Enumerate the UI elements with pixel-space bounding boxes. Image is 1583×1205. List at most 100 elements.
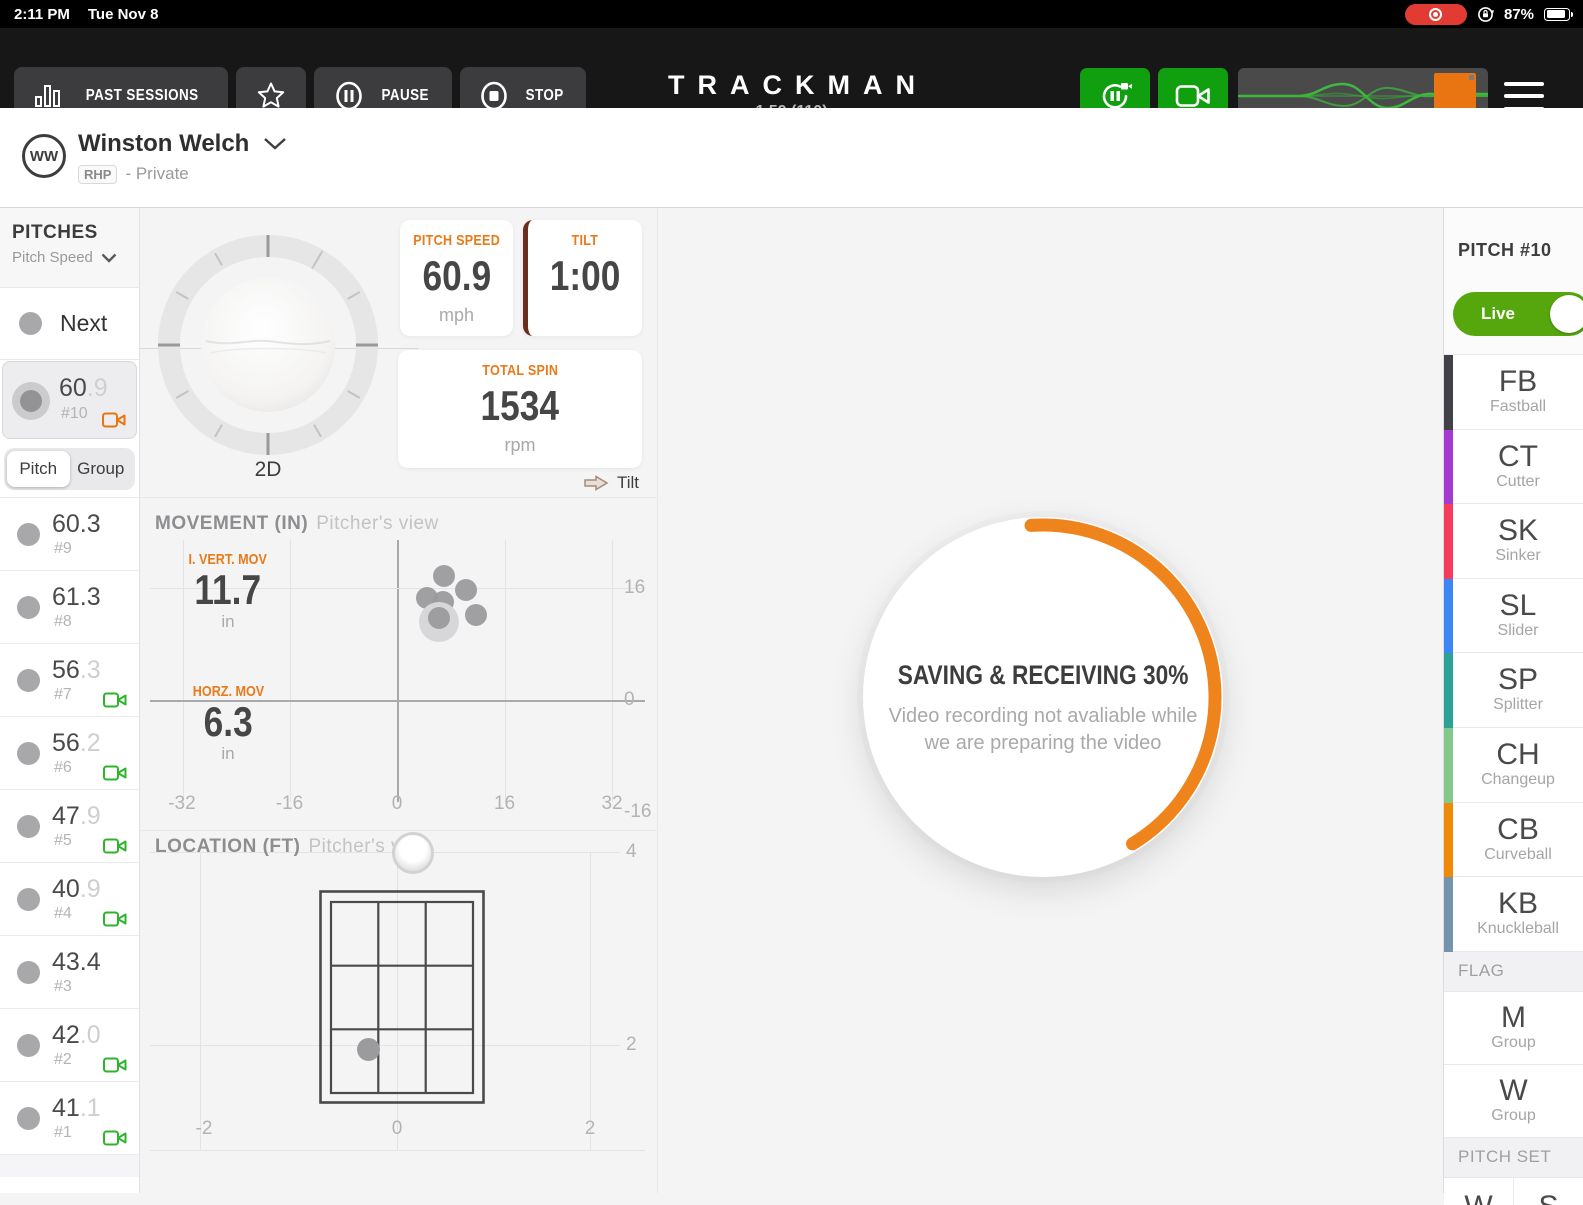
pitch-type-name: Slider [1497,621,1539,639]
selected-movement-point[interactable] [428,607,451,630]
player-info[interactable]: WW Winston Welch RHP - Private [22,124,287,184]
pitch-dot [17,669,40,692]
pitch-row[interactable]: 56.2 #6 [0,717,139,790]
pitch-type-abbr: SK [1497,514,1539,548]
total-spin-label: TOTAL SPIN [481,362,559,379]
stop-label: STOP [525,87,565,104]
pitch-speed-card: PITCH SPEED 60.9 mph [400,220,513,336]
pitch-type-list: FB Fastball CT Cutter SK Sinker SL Slide… [1444,355,1583,952]
pitch-number: #5 [54,832,72,849]
live-toggle[interactable]: Live [1453,292,1583,336]
pitch-row[interactable]: 43.4 #3 [0,936,139,1009]
pitch-type-row-sk[interactable]: SK Sinker [1444,504,1583,579]
pitch-dot [19,312,42,335]
pitch-row[interactable]: 41.1 #1 [0,1082,139,1155]
current-pitch-title: PITCH #10 [1458,240,1552,260]
brand-logo: TRACKMAN [668,70,928,100]
flag-abbr: W [1499,1073,1528,1107]
chevron-down-icon[interactable] [263,137,287,151]
selected-pitch-row[interactable]: 60.9 #10 [2,361,137,439]
pitch-speed-value: 56.3 [52,656,101,684]
pitch-row[interactable]: 61.3 #8 [0,571,139,644]
pitch-row[interactable]: 56.3 #7 [0,644,139,717]
tilt-legend[interactable]: Tilt [583,473,639,493]
pause-label: PAUSE [381,87,429,104]
star-icon [257,82,285,108]
video-camera-icon [103,765,127,781]
pitch-type-abbr: CB [1497,812,1539,846]
pitch-speed-value: 42.0 [52,1021,101,1049]
movement-point[interactable] [464,604,487,627]
toggle-knob [1550,295,1583,333]
pitch-sort-dropdown[interactable]: Pitch Speed [12,249,139,266]
pitch-number: #9 [54,540,72,557]
incoming-ball-marker [392,831,435,874]
pitch-type-abbr: CT [1498,439,1538,473]
tilt-legend-label: Tilt [617,473,640,492]
pitch-type-color-bar [1444,355,1453,430]
flag-name: Group [1491,1106,1536,1124]
pitch-number: #3 [54,978,72,995]
section-divider [140,497,657,498]
pitch-type-abbr: SP [1497,663,1539,697]
live-toggle-label: Live [1481,304,1516,323]
pitch-speed-value: 41.1 [52,1094,101,1122]
pitch-row[interactable]: 42.0 #2 [0,1009,139,1082]
spin-gauge-2d[interactable] [158,235,378,455]
flag-name: Group [1491,1033,1536,1051]
pitch-number: #8 [54,613,72,630]
trackman-device-thumbnail [1434,73,1476,113]
saving-progress-arc [864,518,1222,876]
pitch-type-name: Changeup [1481,770,1555,788]
section-divider [140,830,657,831]
pitch-dot [17,742,40,765]
pitch-type-row-sp[interactable]: SP Splitter [1444,653,1583,728]
pitch-type-row-ct[interactable]: CT Cutter [1444,429,1583,505]
record-icon [1429,7,1443,21]
pitch-speed-value: 56.2 [52,729,101,757]
video-saving-panel: SAVING & RECEIVING 30% Video recording n… [856,510,1230,884]
pitch-type-name: Cutter [1496,472,1540,490]
pitch-dot [17,815,40,838]
pitch-type-row-cb[interactable]: CB Curveball [1444,802,1583,878]
pitch-type-color-bar [1444,653,1453,728]
pitch-type-sidebar: PITCH #10 Live FB Fastball CT Cutter SK … [1443,208,1583,1205]
privacy-label: - Private [125,164,189,183]
tilt-label: TILT [571,232,599,249]
past-sessions-label: PAST SESSIONS [85,87,199,104]
pitch-list-sidebar: PITCHES Pitch Speed Next 60.9 #10 Pitch … [0,208,140,1193]
vertical-movement-stat: I. VERT. MOV 11.7 in [158,551,298,632]
flag-row-m[interactable]: M Group [1444,991,1583,1065]
video-camera-icon [103,1130,127,1146]
pitch-type-row-fb[interactable]: FB Fastball [1444,355,1583,430]
screen-recording-indicator[interactable] [1404,3,1467,25]
movement-chart-title: MOVEMENT (IN) Pitcher's view [155,513,439,534]
total-spin-value: 1534 [480,382,560,429]
pitch-set-cell[interactable]: W [1444,1177,1513,1205]
flag-row-w[interactable]: W Group [1444,1064,1583,1138]
video-camera-icon [103,1057,127,1073]
segment-group[interactable]: Group [77,459,125,478]
pitch-row[interactable]: 47.9 #5 [0,790,139,863]
pitch-set-cell[interactable]: S [1513,1177,1583,1205]
pitch-type-row-kb[interactable]: KB Knuckleball [1444,877,1583,952]
movement-point[interactable] [454,579,477,602]
pitch-row[interactable]: 40.9 #4 [0,863,139,936]
next-pitch-row[interactable]: Next [0,288,139,360]
flag-list: M Group W Group [1444,991,1583,1138]
avatar: WW [22,134,66,178]
date: Tue Nov 8 [87,5,159,23]
pitch-type-row-sl[interactable]: SL Slider [1444,578,1583,654]
pitch-type-abbr: KB [1497,887,1539,921]
pitch-type-color-bar [1444,429,1453,505]
pitch-row[interactable]: 60.3 #9 [0,498,139,571]
pitch-type-color-bar [1444,504,1453,579]
menu-button[interactable] [1504,82,1544,110]
pitch-number: #1 [54,1124,72,1141]
segment-pitch[interactable]: Pitch [7,451,70,487]
pitch-type-row-ch[interactable]: CH Changeup [1444,727,1583,803]
next-label: Next [60,310,108,336]
pitch-dot [17,961,40,984]
gauge-mode-label[interactable]: 2D [254,458,282,481]
movement-point[interactable] [433,565,456,588]
